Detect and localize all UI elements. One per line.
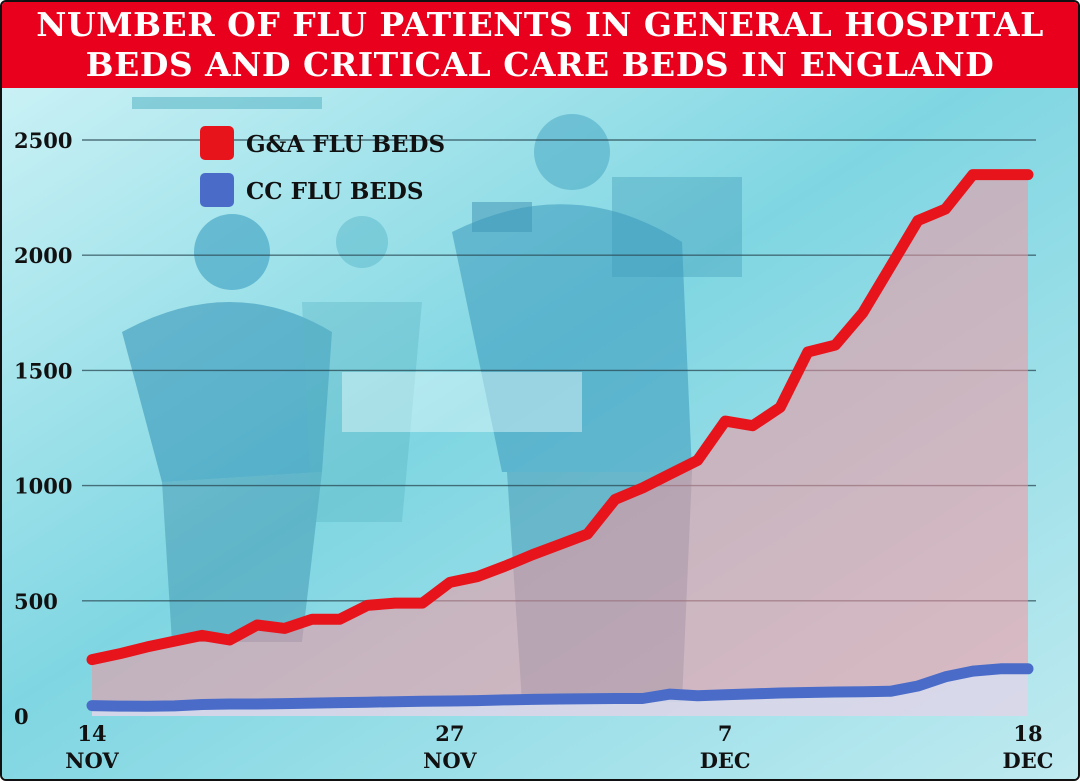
data-point-1-12: [420, 699, 424, 703]
data-point-1-2: [145, 704, 149, 708]
data-point-0-16: [531, 553, 534, 557]
data-point-1-20: [641, 697, 645, 700]
data-point-0-13: [448, 580, 452, 584]
data-point-1-7: [283, 702, 287, 706]
x-tick-month-18: DEC: [1003, 748, 1054, 773]
data-point-0-0: [90, 658, 94, 662]
data-point-1-27: [833, 690, 837, 694]
y-tick-label-2000: 2000: [14, 243, 72, 268]
chart-title-banner: NUMBER OF FLU PATIENTS IN GENERAL HOSPIT…: [2, 2, 1078, 88]
legend-swatch-1: [200, 173, 234, 207]
data-point-1-13: [448, 699, 452, 703]
data-point-0-23: [723, 419, 727, 423]
data-point-1-33: [999, 667, 1002, 671]
data-point-1-30: [916, 684, 920, 688]
data-point-0-10: [365, 603, 369, 607]
data-point-0-5: [228, 638, 232, 642]
data-point-0-3: [173, 639, 177, 643]
x-tick-day-7: 7: [718, 721, 733, 746]
data-point-0-6: [255, 623, 259, 627]
y-tick-label-2500: 2500: [14, 128, 72, 153]
legend-label-1: CC FLU BEDS: [246, 178, 423, 205]
y-tick-label-1000: 1000: [14, 474, 72, 499]
data-point-1-31: [943, 675, 947, 679]
x-tick-day-18: 18: [1013, 721, 1042, 746]
data-point-0-1: [118, 652, 121, 656]
x-tick-month-27: NOV: [423, 748, 477, 773]
data-point-0-33: [999, 173, 1002, 177]
chart-title-line-1: NUMBER OF FLU PATIENTS IN GENERAL HOSPIT…: [36, 5, 1044, 44]
data-point-1-11: [393, 700, 397, 704]
data-point-0-19: [613, 497, 617, 501]
data-point-1-18: [586, 697, 589, 701]
data-point-1-16: [531, 697, 534, 701]
data-point-0-7: [283, 626, 287, 630]
x-tick-day-14: 14: [77, 721, 106, 746]
data-point-0-9: [338, 617, 342, 621]
x-tick-month-7: DEC: [700, 748, 751, 773]
data-point-1-17: [558, 697, 562, 701]
data-point-1-23: [723, 693, 727, 697]
data-point-1-29: [888, 689, 892, 693]
data-point-1-1: [118, 704, 121, 708]
data-point-0-2: [145, 645, 149, 649]
data-point-0-28: [861, 311, 865, 315]
data-point-0-24: [751, 424, 755, 428]
data-point-0-14: [475, 575, 479, 579]
data-point-0-17: [558, 542, 562, 546]
y-tick-label-0: 0: [14, 704, 29, 729]
y-tick-label-1500: 1500: [14, 358, 72, 383]
data-point-1-21: [668, 692, 672, 696]
data-point-1-0: [90, 704, 94, 708]
data-point-1-24: [751, 692, 755, 696]
data-point-0-15: [503, 564, 507, 568]
data-point-1-28: [861, 690, 865, 694]
data-point-0-29: [888, 265, 892, 269]
data-point-1-26: [806, 691, 810, 694]
data-point-1-6: [255, 702, 259, 706]
data-point-0-4: [200, 633, 204, 637]
data-point-1-8: [310, 701, 314, 705]
data-point-0-30: [916, 219, 920, 223]
legend-swatch-0: [200, 126, 234, 160]
data-point-1-4: [200, 703, 204, 706]
data-point-1-5: [228, 702, 232, 706]
data-point-0-34: [1026, 173, 1030, 177]
chart-title-line-2: BEDS AND CRITICAL CARE BEDS IN ENGLAND: [85, 45, 995, 84]
x-tick-month-14: NOV: [65, 748, 119, 773]
data-point-0-31: [943, 207, 947, 211]
data-point-0-21: [668, 472, 672, 476]
data-point-1-9: [338, 701, 342, 705]
data-point-1-10: [365, 700, 369, 704]
data-point-0-20: [641, 486, 645, 490]
data-point-1-19: [613, 697, 617, 700]
legend: G&A FLU BEDS CC FLU BEDS: [200, 126, 445, 207]
data-point-1-15: [503, 698, 507, 702]
series-area-0: [92, 174, 1028, 717]
data-point-0-32: [971, 173, 975, 177]
legend-label-0: G&A FLU BEDS: [246, 131, 445, 158]
data-point-1-32: [971, 669, 975, 673]
data-point-1-14: [475, 699, 479, 703]
data-point-1-3: [173, 704, 177, 708]
data-point-0-8: [310, 617, 314, 621]
data-point-0-11: [393, 601, 397, 605]
data-point-0-12: [420, 601, 424, 605]
x-tick-day-27: 27: [435, 721, 464, 746]
data-point-0-22: [696, 458, 700, 462]
data-point-1-25: [778, 691, 782, 695]
data-point-0-18: [586, 532, 589, 536]
y-tick-label-500: 500: [14, 589, 58, 614]
data-point-1-34: [1026, 667, 1030, 671]
data-point-1-22: [696, 694, 700, 698]
data-point-0-26: [806, 350, 810, 354]
data-point-0-27: [833, 343, 837, 347]
data-point-0-25: [778, 405, 782, 409]
